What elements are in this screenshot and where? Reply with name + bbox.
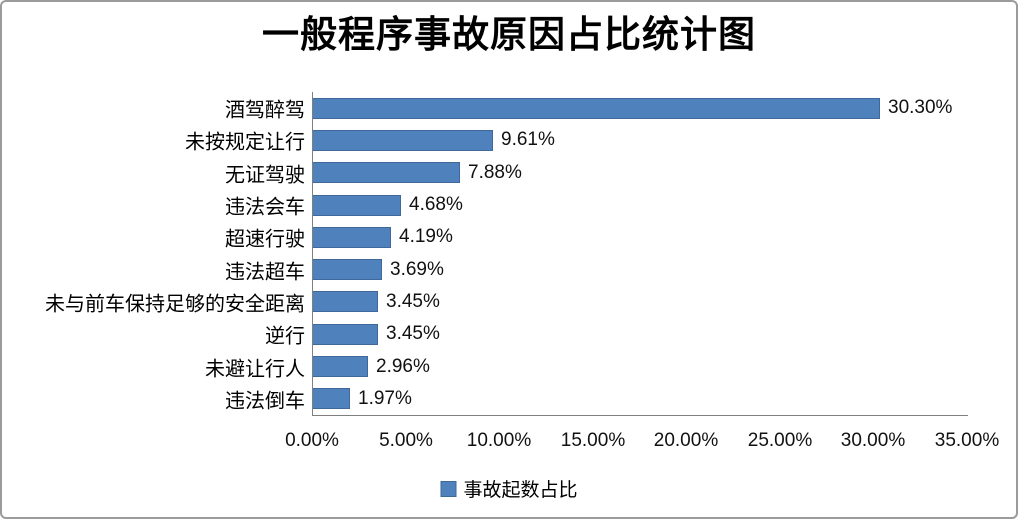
category-label: 违法会车 [225,196,305,219]
bar [313,162,460,183]
x-axis-tick-label: 10.00% [466,430,532,451]
category-label: 未避让行人 [205,358,305,381]
x-axis-line [312,415,968,416]
x-axis-tick-label: 5.00% [379,430,433,451]
category-label: 超速行驶 [225,228,305,251]
value-label: 3.45% [386,323,440,344]
category-label: 未与前车保持足够的安全距离 [45,293,305,316]
bar [313,195,401,216]
value-label: 7.88% [468,162,522,183]
legend: 事故起数占比 [440,475,578,502]
value-label: 1.97% [358,388,412,409]
x-axis-tick-label: 0.00% [285,430,339,451]
bar [313,130,493,151]
legend-marker-icon [440,480,457,497]
value-label: 9.61% [501,129,555,150]
value-label: 3.45% [386,291,440,312]
x-axis-tick-label: 20.00% [653,430,719,451]
bar [313,388,350,409]
category-label: 违法超车 [225,261,305,284]
chart-title: 一般程序事故原因占比统计图 [262,15,756,56]
category-label: 逆行 [265,325,305,348]
bar [313,227,391,248]
bar [313,291,378,312]
value-label: 4.19% [399,226,453,247]
category-label: 无证驾驶 [225,164,305,187]
category-label: 未按规定让行 [185,131,305,154]
bar [313,98,880,119]
x-axis-tick-label: 15.00% [560,430,626,451]
value-label: 30.30% [888,97,953,118]
x-axis-tick-label: 35.00% [934,430,1000,451]
category-label: 酒驾醉驾 [225,99,305,122]
value-label: 2.96% [376,356,430,377]
y-axis-line [312,92,313,416]
bar [313,324,378,345]
value-label: 4.68% [409,194,463,215]
x-axis-tick-label: 25.00% [747,430,813,451]
bar [313,259,382,280]
x-axis-tick-label: 30.00% [840,430,906,451]
value-label: 3.69% [390,259,444,280]
bar [313,356,368,377]
category-label: 违法倒车 [225,390,305,413]
legend-label: 事故起数占比 [463,480,578,501]
